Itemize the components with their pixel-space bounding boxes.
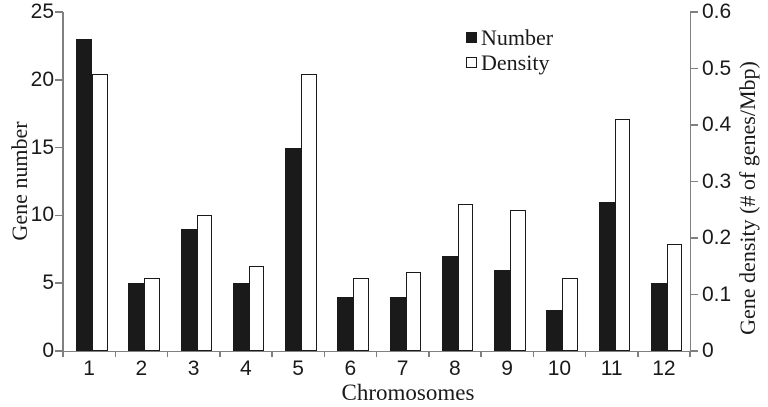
y2-axis-tick-label: 0.3 [702, 169, 732, 193]
x-axis-tick-label: 6 [344, 357, 357, 380]
x-axis-tick-label: 4 [240, 357, 252, 380]
bar-number-chr8 [441, 256, 458, 351]
y2-axis-tick [690, 124, 698, 126]
legend-label-density: Density [481, 50, 550, 75]
bar-number-chr4 [232, 283, 249, 351]
y2-axis-tick [690, 350, 698, 352]
y-axis-tick-label: 15 [30, 135, 54, 159]
x-axis-tick [637, 351, 639, 357]
x-axis-title: Chromosomes [341, 380, 475, 405]
legend: Number Density [466, 25, 553, 75]
x-axis-tick-label: 5 [292, 357, 304, 380]
y2-axis-tick [690, 293, 698, 296]
y2-axis-tick-label: 0.4 [702, 113, 732, 136]
y2-axis-tick-label: 0.6 [702, 0, 732, 23]
bar-number-chr3 [180, 228, 197, 351]
x-axis-tick [532, 351, 534, 357]
x-axis-tick [584, 351, 587, 357]
y2-axis-tick-label: 0.1 [702, 282, 732, 306]
legend-item-number: Number [466, 25, 553, 50]
bar-number-chr6 [337, 296, 354, 351]
bar-number-chr9 [494, 269, 510, 351]
bar-density-chr12 [666, 243, 683, 351]
y-axis-tick-label: 0 [42, 339, 54, 362]
filled-square-icon [466, 32, 477, 43]
y2-axis-tick [690, 67, 698, 70]
bar-density-chr8 [457, 204, 474, 351]
y-axis-tick [55, 79, 63, 81]
bar-density-chr1 [92, 74, 108, 351]
y-axis-tick-label: 20 [30, 67, 54, 91]
bar-number-chr1 [76, 39, 92, 351]
y-axis-tick-label: 10 [30, 203, 54, 227]
x-axis-tick [323, 351, 325, 357]
legend-label-number: Number [481, 25, 554, 50]
x-axis-tick-label: 7 [396, 357, 409, 380]
y-axis-tick [55, 282, 63, 284]
x-axis-tick [428, 351, 430, 357]
bar-density-chr11 [614, 119, 630, 351]
y-axis-title: Gene number [7, 121, 32, 241]
bar-density-chr10 [562, 277, 578, 351]
x-axis-tick-label: 3 [187, 357, 200, 380]
y-axis-tick [55, 146, 63, 149]
x-axis-tick [689, 351, 691, 357]
y2-axis-title: Gene density (# of genes/Mbp) [735, 61, 760, 335]
x-axis-tick [62, 351, 64, 357]
bar-number-chr12 [650, 283, 667, 351]
y2-axis-tick-label: 0.2 [702, 226, 732, 249]
y-axis-tick [55, 350, 63, 352]
y-axis-line [62, 12, 64, 352]
y2-axis-tick [690, 180, 698, 183]
y-axis-tick-label: 25 [30, 0, 54, 23]
bar-density-chr5 [301, 74, 317, 351]
bar-number-chr5 [285, 147, 301, 351]
bar-number-chr7 [389, 296, 406, 351]
x-axis-tick-label: 10 [547, 357, 572, 380]
outlined-square-icon [466, 57, 477, 68]
x-axis-tick [219, 351, 221, 357]
x-axis-tick [114, 351, 116, 357]
bar-density-chr2 [144, 277, 160, 351]
x-axis-tick [480, 351, 482, 357]
bar-number-chr11 [598, 201, 615, 351]
bar-density-chr7 [405, 271, 421, 351]
x-axis-tick-label: 1 [83, 357, 95, 380]
y2-axis-tick-label: 0.5 [702, 56, 732, 80]
x-axis-tick-label: 12 [652, 357, 676, 380]
y-axis-tick [55, 11, 63, 13]
bar-density-chr4 [248, 266, 265, 351]
legend-item-density: Density [466, 50, 553, 75]
bar-density-chr6 [353, 277, 369, 351]
bar-density-chr9 [510, 209, 526, 351]
y2-axis-tick [690, 11, 698, 13]
y2-axis-tick-label: 0 [702, 339, 714, 362]
x-axis-tick [375, 351, 378, 357]
bar-number-chr2 [128, 283, 145, 351]
x-axis-tick-label: 2 [135, 357, 148, 380]
bar-number-chr10 [546, 310, 563, 351]
x-axis-tick-label: 9 [501, 357, 513, 380]
x-axis-tick-label: 8 [449, 357, 461, 380]
bar-density-chr3 [196, 215, 212, 351]
y-axis-tick-label: 5 [42, 271, 54, 295]
y2-axis-tick [690, 237, 698, 239]
x-axis-tick-label: 11 [600, 357, 623, 380]
x-axis-tick [166, 351, 169, 357]
x-axis-tick [271, 351, 273, 357]
y-axis-tick [55, 214, 63, 217]
